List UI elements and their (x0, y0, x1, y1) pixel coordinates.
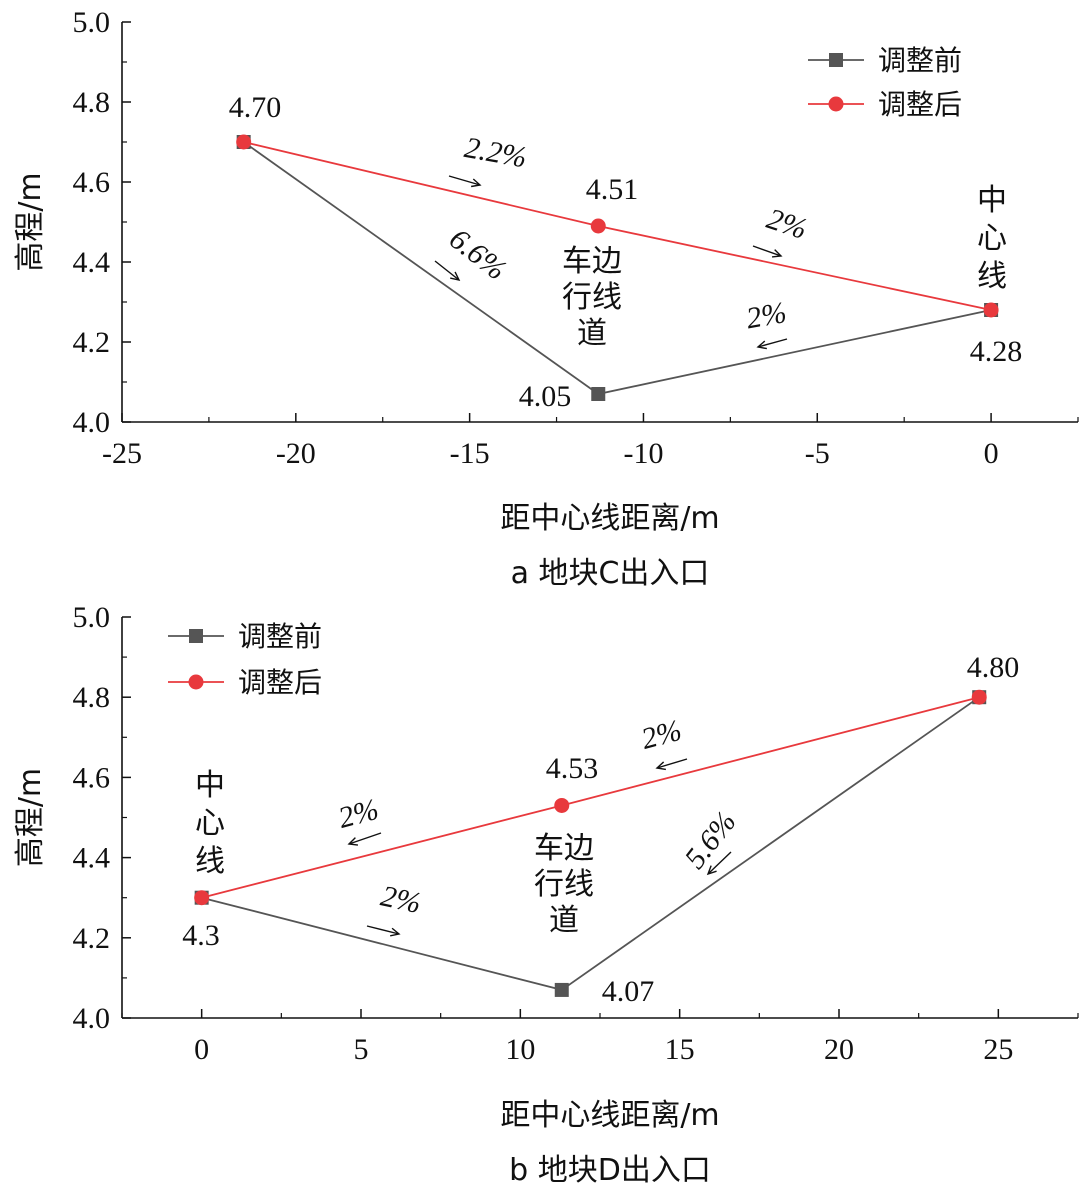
data-point-after (971, 689, 987, 705)
annotation: 道 (577, 316, 607, 351)
legend-label: 调整后 (238, 666, 322, 699)
y-tick-label: 4.6 (73, 761, 111, 794)
caption: b 地块D出入口 (509, 1153, 711, 1188)
annotation: 中 (977, 183, 1007, 218)
slope-arrow-head (471, 178, 482, 188)
y-tick-label: 5.0 (73, 6, 111, 39)
slope-label: 2% (763, 202, 811, 246)
chart-panel-a: 4.0 4.2 4.4 4.6 4.8 5.0 -25 -20 -15 -10 -5 0 距中心线距离/… (13, 6, 1079, 591)
annotation: 道 (549, 903, 579, 938)
y-tick-label: 4.4 (73, 842, 111, 875)
y-axis-title: 高程/m (13, 768, 48, 867)
annotation: 行线 (562, 280, 622, 315)
slope-arrow-head (347, 837, 359, 846)
legend-marker-square (829, 53, 843, 67)
slope-arrow (348, 832, 382, 845)
value-label: 4.51 (586, 173, 639, 206)
annotation: 心 (977, 221, 1007, 256)
y-tick-label: 4.0 (73, 406, 111, 439)
x-axis-title: 距中心线距离/m (500, 501, 719, 536)
data-point-after (194, 890, 210, 906)
legend-marker-circle (828, 96, 844, 112)
legend-marker-square (189, 629, 203, 643)
annotation: 行线 (534, 867, 594, 902)
value-label: 4.53 (546, 752, 599, 785)
y-tick-label: 4.8 (73, 86, 111, 119)
slope-arrow-head (450, 271, 461, 281)
slope-label: 2.2% (462, 131, 529, 174)
slope-label: 5.6% (678, 805, 742, 875)
x-tick-label: 25 (983, 1033, 1013, 1066)
annotation: 中 (195, 768, 225, 803)
value-label: 4.05 (519, 380, 572, 413)
annotation: 心 (195, 806, 225, 841)
slope-arrow (434, 260, 460, 281)
annotation: 线 (977, 259, 1007, 294)
slope-label: 6.6% (443, 222, 513, 286)
slope-arrow (707, 851, 732, 875)
x-tick-label: -15 (450, 437, 490, 470)
slope-arrow (752, 245, 782, 257)
value-label: 4.28 (970, 335, 1023, 368)
slope-arrow (757, 338, 788, 348)
slope-label: 2% (335, 793, 382, 835)
y-tick-label: 4.4 (73, 246, 111, 279)
slope-label: 2% (744, 296, 789, 335)
y-tick-label: 4.2 (73, 326, 111, 359)
legend-label: 调整前 (878, 44, 962, 77)
x-tick-label: 15 (665, 1033, 695, 1066)
y-tick-label: 4.6 (73, 166, 111, 199)
data-point-before (554, 982, 569, 997)
x-tick-label: 20 (824, 1033, 854, 1066)
x-tick-label: -20 (276, 437, 316, 470)
legend-label: 调整后 (878, 88, 962, 121)
y-tick-label: 4.2 (73, 922, 111, 955)
chart-panel-b: 4.0 4.2 4.4 4.6 4.8 5.0 0 5 10 15 20 25 距中心线距离/m 高程/m… (13, 601, 1079, 1188)
slope-arrow (448, 175, 481, 186)
y-tick-label: 4.0 (73, 1002, 111, 1035)
caption: a 地块C出入口 (511, 556, 710, 591)
slope-label: 2% (378, 879, 424, 920)
data-point-after (983, 302, 999, 318)
x-axis-title: 距中心线距离/m (500, 1098, 719, 1133)
legend-marker-circle (188, 674, 204, 690)
x-tick-label: 0 (194, 1033, 209, 1066)
annotation: 车边 (534, 831, 594, 866)
slope-arrow-head (771, 249, 783, 258)
x-tick-label: -25 (102, 437, 142, 470)
slope-arrow (366, 925, 400, 935)
slope-arrow (656, 758, 688, 769)
data-point-after (590, 218, 606, 234)
slope-label: 2% (638, 714, 685, 756)
x-tick-label: -5 (805, 437, 830, 470)
data-point-after (236, 134, 252, 150)
x-tick-label: 5 (354, 1033, 369, 1066)
slope-arrow-head (390, 927, 401, 937)
data-point-after (554, 797, 570, 813)
x-tick-label: 10 (505, 1033, 535, 1066)
y-tick-label: 5.0 (73, 601, 111, 634)
legend-label: 调整前 (238, 620, 322, 653)
y-axis-title: 高程/m (13, 172, 48, 271)
y-tick-label: 4.8 (73, 681, 111, 714)
x-tick-label: 0 (984, 437, 999, 470)
slope-arrow-head (655, 761, 666, 771)
annotation: 线 (195, 844, 225, 879)
value-label: 4.70 (229, 91, 282, 124)
slope-arrow-head (706, 865, 717, 876)
value-label: 4.80 (967, 651, 1020, 684)
value-label: 4.3 (182, 919, 220, 952)
annotation: 车边 (562, 244, 622, 279)
slope-arrow-head (756, 340, 767, 350)
data-point-before (591, 387, 606, 401)
value-label: 4.07 (602, 975, 655, 1008)
x-tick-label: -10 (623, 437, 663, 470)
